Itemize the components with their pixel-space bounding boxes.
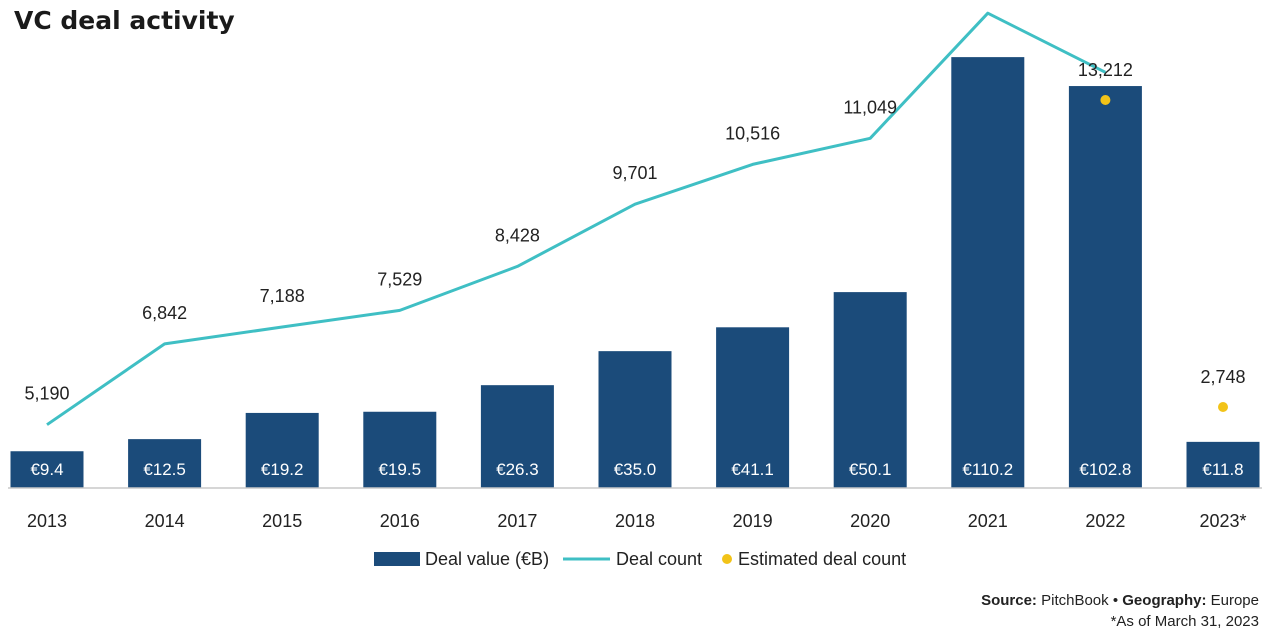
deal-count-line [46, 11, 1107, 426]
bar-value-label: €50.1 [849, 460, 892, 479]
chart-title: VC deal activity [14, 6, 235, 35]
bar-2015 [245, 412, 319, 488]
bar-value-label: €12.5 [143, 460, 186, 479]
bar-value-label: €26.3 [496, 460, 539, 479]
x-tick-label: 2015 [262, 511, 302, 531]
bar-2020 [833, 292, 907, 488]
bar-value-label: €35.0 [614, 460, 657, 479]
deal-count-label: 7,529 [377, 269, 422, 289]
deal-count-label: 7,188 [260, 286, 305, 306]
estimated-deal-count-point [1218, 402, 1228, 412]
deal-count-label: 10,516 [725, 123, 780, 143]
bar-value-label: €41.1 [731, 460, 774, 479]
x-tick-label: 2021 [968, 511, 1008, 531]
x-tick-label: 2023* [1199, 511, 1246, 531]
x-tick-label: 2018 [615, 511, 655, 531]
bar-2021 [951, 57, 1025, 488]
bar-value-label: €11.8 [1202, 460, 1243, 479]
bar-value-label: €9.4 [30, 460, 63, 479]
bar-value-label: €19.5 [379, 460, 422, 479]
bar-value-label: €110.2 [962, 460, 1013, 479]
x-tick-label: 2014 [145, 511, 185, 531]
bar-2023* [1186, 441, 1260, 488]
estimated-deal-count-label: 2,748 [1200, 367, 1245, 387]
legend-label-deal-value: Deal value (€B) [425, 549, 549, 569]
bar-2022 [1068, 86, 1142, 488]
x-tick-label: 2022 [1085, 511, 1125, 531]
legend-swatch-estimated [722, 554, 732, 564]
bar-2014 [128, 439, 202, 488]
bar-2016 [363, 411, 437, 488]
bar-2013 [10, 451, 84, 488]
legend-label-deal-count: Deal count [616, 549, 702, 569]
bar-2018 [598, 351, 672, 488]
source-label: Source: [981, 592, 1037, 609]
separator: • [1112, 592, 1119, 609]
deal-count-label: 13,609 [960, 0, 1015, 8]
deal-count-label: 5,190 [24, 384, 69, 404]
bar-2019 [716, 327, 790, 488]
footnote: *As of March 31, 2023 [1110, 613, 1259, 630]
legend-label-estimated: Estimated deal count [738, 549, 906, 569]
x-tick-label: 2013 [27, 511, 67, 531]
x-tick-label: 2016 [380, 511, 420, 531]
bar-2017 [480, 385, 554, 488]
geography-value: Europe [1210, 592, 1259, 609]
bar-value-label: €102.8 [1079, 460, 1131, 479]
bar-value-label: €19.2 [261, 460, 304, 479]
geography-label: Geography: [1122, 592, 1207, 609]
x-tick-label: 2017 [497, 511, 537, 531]
estimated-deal-count-label: 13,212 [1078, 60, 1133, 80]
deal-count-label: 8,428 [495, 225, 540, 245]
deal-count-label: 11,049 [843, 97, 897, 117]
chart-plot: €9.4 €12.5 €19.2 €19.5 €26.3 €35.0 €41.1 €50.1 €… [8, 0, 1262, 569]
deal-count-label: 9,701 [612, 163, 657, 183]
source-line: Source: PitchBook • Geography: Europe [981, 592, 1259, 609]
x-tick-label: 2020 [850, 511, 890, 531]
legend-swatch-deal-value [374, 552, 420, 566]
x-tick-label: 2019 [733, 511, 773, 531]
source-value: PitchBook [1041, 592, 1109, 609]
estimated-deal-count-point [1100, 95, 1111, 105]
deal-count-label: 6,842 [142, 303, 187, 323]
